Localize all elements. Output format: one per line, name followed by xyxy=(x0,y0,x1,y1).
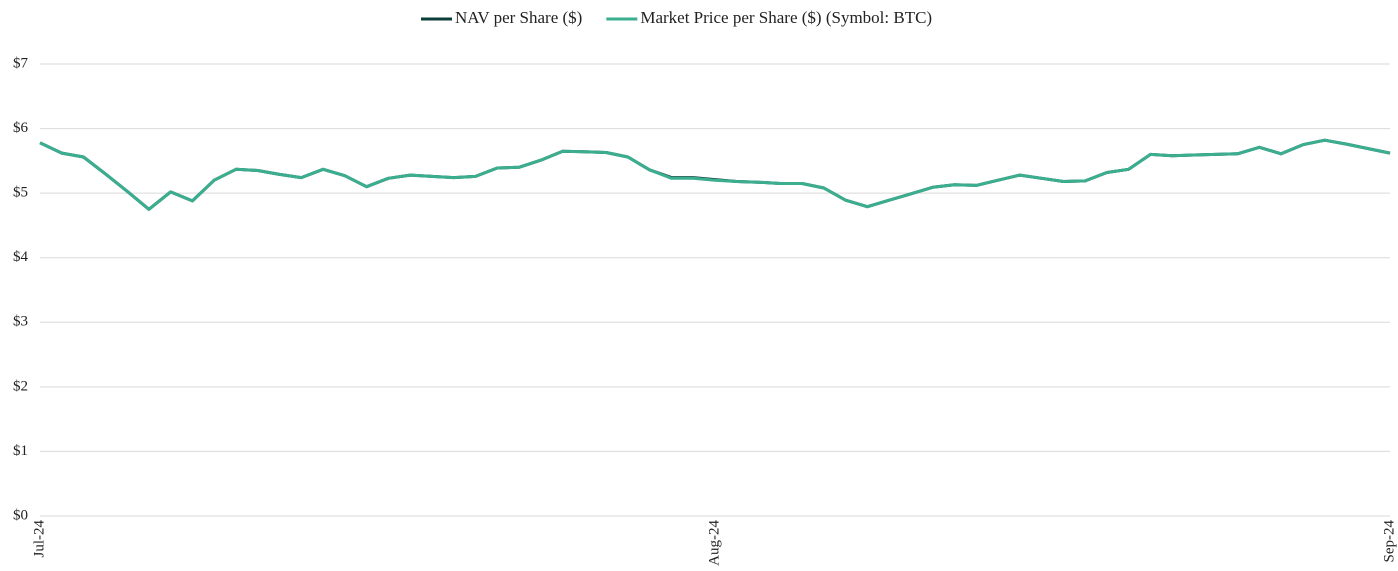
legend-label: Market Price per Share ($) (Symbol: BTC) xyxy=(640,8,932,27)
legend-label: NAV per Share ($) xyxy=(455,8,582,27)
y-tick-label: $5 xyxy=(13,185,28,201)
x-tick-label: Jul-24 xyxy=(31,520,47,558)
y-tick-label: $6 xyxy=(13,120,29,136)
series-line xyxy=(39,138,1391,211)
y-tick-label: $2 xyxy=(13,378,28,394)
y-tick-label: $3 xyxy=(13,314,28,330)
y-tick-label: $7 xyxy=(13,55,29,71)
y-tick-label: $1 xyxy=(13,443,28,459)
x-tick-label: Sep-24 xyxy=(1381,520,1397,563)
x-tick-label: Aug-24 xyxy=(706,520,722,566)
y-tick-label: $4 xyxy=(13,249,29,265)
series-line xyxy=(39,138,1391,211)
y-tick-label: $0 xyxy=(13,507,28,523)
legend: NAV per Share ($) Market Price per Share … xyxy=(421,8,932,27)
